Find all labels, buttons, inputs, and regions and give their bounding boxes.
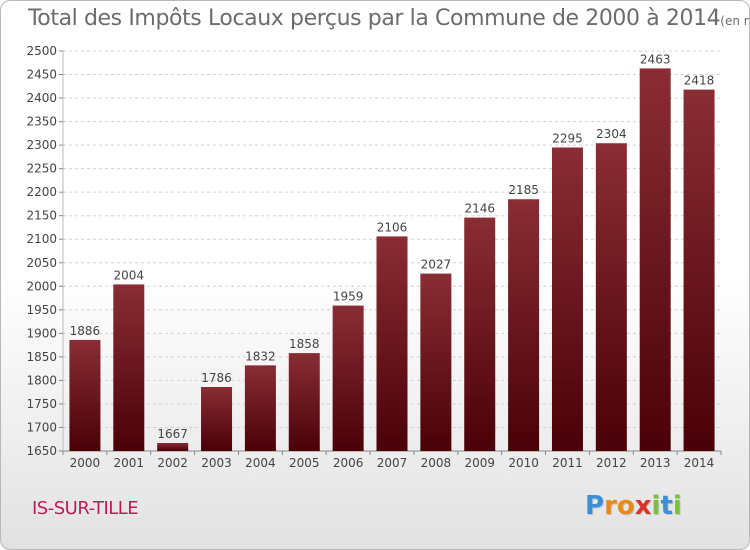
y-tick-label: 2400	[26, 91, 57, 105]
y-axis-ticks: 1650 1700 1750 1800 1850 1900 1950 2000 2050 2100…	[26, 44, 63, 458]
bar-2002	[157, 443, 189, 451]
value-label-2003: 1786	[201, 371, 232, 385]
x-tick-label: 2012	[596, 456, 627, 470]
y-tick-label: 2150	[26, 209, 57, 223]
value-label-2011: 2295	[552, 131, 583, 145]
commune-name: IS-SUR-TILLE	[32, 498, 139, 519]
x-axis-ticks: 2000 2001 2002 2003 2004 2005 2006 2007 2008 2009…	[62, 451, 722, 470]
value-label-2013: 2463	[640, 52, 671, 66]
bar-2006	[332, 305, 364, 451]
x-tick-label: 2010	[508, 456, 539, 470]
chart-subtitle: (en milliers d'€)	[720, 14, 749, 28]
y-tick-label: 2300	[26, 138, 57, 152]
bar-2000	[69, 339, 101, 451]
bar-2003	[201, 387, 233, 451]
value-label-2007: 2106	[377, 220, 408, 234]
value-label-2010: 2185	[508, 183, 539, 197]
bar-2001	[113, 284, 145, 451]
proxiti-logo: Proxiti	[585, 491, 682, 521]
x-tick-label: 2003	[201, 456, 232, 470]
y-tick-label: 1950	[26, 303, 57, 317]
x-tick-label: 2009	[464, 456, 495, 470]
x-tick-label: 2007	[377, 456, 408, 470]
bar-2007	[376, 236, 408, 451]
x-tick-label: 2002	[157, 456, 188, 470]
x-tick-label: 2005	[289, 456, 320, 470]
value-label-2009: 2146	[464, 202, 495, 216]
y-tick-label: 2500	[26, 44, 57, 58]
x-tick-label: 2004	[245, 456, 276, 470]
bar-2010	[508, 199, 540, 451]
y-tick-label: 2100	[26, 232, 57, 246]
y-tick-label: 1800	[26, 373, 57, 387]
y-tick-label: 1650	[26, 444, 57, 458]
x-tick-label: 2013	[640, 456, 671, 470]
bar-2013	[639, 68, 671, 451]
bar-2008	[420, 273, 452, 451]
value-label-2004: 1832	[245, 349, 276, 363]
logo-letter: i	[672, 491, 682, 521]
value-label-2012: 2304	[596, 127, 627, 141]
y-tick-label: 2250	[26, 162, 57, 176]
y-tick-label: 1850	[26, 350, 57, 364]
value-labels: 1886 2004 1667 1786 1832 1858 1959 2106 2027 2146…	[70, 52, 715, 441]
y-tick-label: 2200	[26, 185, 57, 199]
logo-letter: i	[651, 491, 661, 521]
x-tick-label: 2006	[333, 456, 364, 470]
x-tick-label: 2000	[70, 456, 101, 470]
y-tick-label: 1700	[26, 420, 57, 434]
logo-letter: r	[604, 491, 617, 521]
bar-2011	[551, 147, 583, 451]
value-label-2000: 1886	[70, 324, 101, 338]
bars	[69, 68, 715, 452]
bar-2014	[683, 89, 715, 452]
logo-letter: x	[634, 491, 652, 521]
x-tick-label: 2014	[684, 456, 715, 470]
chart-title-text: Total des Impôts Locaux perçus par la Co…	[28, 6, 721, 31]
y-tick-label: 1750	[26, 397, 57, 411]
value-label-2014: 2418	[684, 74, 715, 88]
y-tick-label: 2050	[26, 256, 57, 270]
logo-letter: o	[616, 491, 635, 521]
bar-2009	[464, 217, 496, 451]
x-tick-label: 2001	[114, 456, 145, 470]
logo-letter: t	[660, 491, 673, 521]
value-label-2002: 1667	[157, 427, 188, 441]
x-tick-label: 2008	[421, 456, 452, 470]
value-label-2005: 1858	[289, 337, 320, 351]
y-tick-label: 2000	[26, 279, 57, 293]
y-tick-label: 1900	[26, 326, 57, 340]
bar-2012	[595, 143, 627, 451]
value-label-2008: 2027	[421, 258, 452, 272]
logo-letter: P	[585, 491, 605, 521]
bar-2004	[244, 365, 276, 451]
value-label-2001: 2004	[114, 268, 145, 282]
x-tick-label: 2011	[552, 456, 583, 470]
chart-title: Total des Impôts Locaux perçus par la Co…	[28, 6, 749, 31]
bar-2005	[288, 353, 320, 451]
y-tick-label: 2350	[26, 115, 57, 129]
y-tick-label: 2450	[26, 68, 57, 82]
value-label-2006: 1959	[333, 290, 364, 304]
